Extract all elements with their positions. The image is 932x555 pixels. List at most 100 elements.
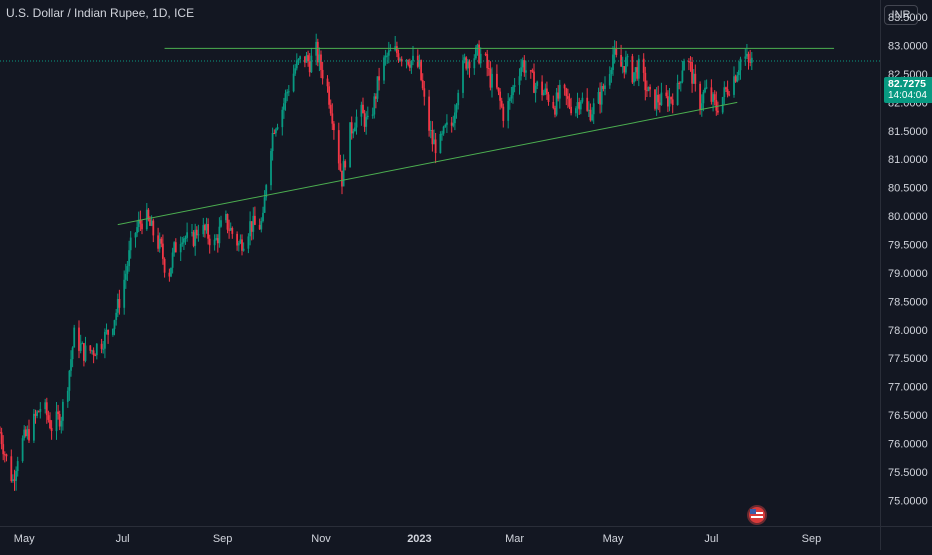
candle-body [350, 122, 353, 134]
candle-body [215, 238, 218, 240]
candle-body [339, 163, 342, 171]
candle-body [608, 74, 611, 86]
candle-body [408, 64, 411, 68]
candle-body [600, 86, 603, 105]
candle-body [407, 60, 410, 65]
candle-body [68, 370, 71, 391]
candle-body [150, 220, 153, 226]
candle-body [307, 55, 309, 62]
price-tick-label: 75.0000 [888, 495, 928, 507]
candle-body [654, 89, 656, 109]
candle-body [139, 219, 142, 224]
candle-body [384, 55, 387, 58]
support-trendline[interactable] [117, 101, 738, 226]
candle-body [678, 82, 681, 84]
candle-body [726, 89, 729, 95]
candle-body [555, 92, 558, 115]
candle-body [349, 122, 351, 168]
candle-body [694, 73, 697, 84]
candle-body [23, 429, 26, 439]
candle-body [597, 92, 600, 104]
candle-body [623, 66, 626, 73]
candle-body [744, 56, 747, 59]
time-tick-label: Nov [311, 533, 331, 545]
candle-body [433, 139, 435, 145]
candle-body [418, 60, 421, 67]
price-tick-label: 77.0000 [888, 382, 928, 394]
candle-body [475, 47, 477, 59]
candle-body [455, 105, 458, 113]
candle-body [213, 239, 216, 246]
candle-body [283, 103, 285, 110]
candle-body [320, 54, 322, 70]
price-tick-label: 79.0000 [888, 268, 928, 280]
candle-body [186, 232, 188, 238]
candle-body [116, 299, 119, 313]
candle-body [5, 454, 8, 457]
candle-body [204, 225, 206, 231]
candle-body [95, 343, 98, 356]
candle-body [463, 57, 466, 61]
currency-button[interactable]: INR [884, 5, 918, 25]
candle-body [115, 312, 118, 320]
candle-body [225, 214, 227, 221]
candle-body [237, 243, 240, 246]
candle-body [341, 170, 343, 187]
candle-body [746, 53, 748, 57]
candle-body [705, 87, 708, 89]
candle-body [304, 56, 306, 63]
candle-body [66, 390, 69, 402]
candle-body [197, 234, 200, 236]
candle-body [249, 221, 251, 237]
candle-body [631, 56, 634, 83]
candle-body [21, 438, 24, 462]
candle-body [657, 94, 660, 103]
candle-body [3, 454, 6, 456]
candle-body [465, 57, 468, 69]
candle-body [365, 117, 368, 127]
candle-body [113, 320, 116, 330]
time-axis[interactable]: May Jul Sep Nov 2023 Mar May Jul Sep [0, 526, 932, 546]
price-tick-label: 80.0000 [888, 211, 928, 223]
candle-body [567, 96, 569, 99]
time-tick-label: May [603, 533, 624, 545]
candle-body [658, 102, 661, 105]
candle-body [70, 359, 72, 371]
candle-body [386, 55, 389, 57]
candle-body [36, 411, 38, 416]
candle-body [352, 131, 355, 134]
candle-body [660, 92, 663, 105]
candle-body [252, 215, 255, 232]
candle-body [452, 123, 455, 126]
us-flag-icon[interactable] [747, 505, 767, 525]
candle-body [78, 327, 80, 351]
candle-body [542, 92, 545, 96]
candle-body [308, 61, 311, 73]
candle-body [89, 345, 92, 351]
candle-body [462, 60, 464, 93]
candle-body [344, 161, 347, 168]
candle-body [55, 411, 58, 432]
candle-body [305, 55, 308, 63]
candle-body [363, 113, 366, 127]
candle-body [563, 84, 566, 89]
candle-body [739, 58, 742, 71]
candle-body [208, 238, 211, 246]
candle-body [299, 56, 301, 60]
candle-body [554, 107, 556, 115]
bar-countdown: 14:04:04 [888, 90, 927, 101]
candle-body [328, 86, 330, 105]
candle-body [15, 471, 17, 481]
candle-body [318, 54, 321, 63]
candle-body [141, 223, 143, 230]
candle-body [702, 92, 705, 104]
candle-body [173, 242, 176, 253]
candle-body [44, 402, 47, 410]
candle-body [579, 101, 582, 110]
candle-body [534, 85, 537, 93]
candle-body [421, 80, 424, 89]
candle-body [636, 67, 639, 79]
candle-body [81, 343, 84, 345]
